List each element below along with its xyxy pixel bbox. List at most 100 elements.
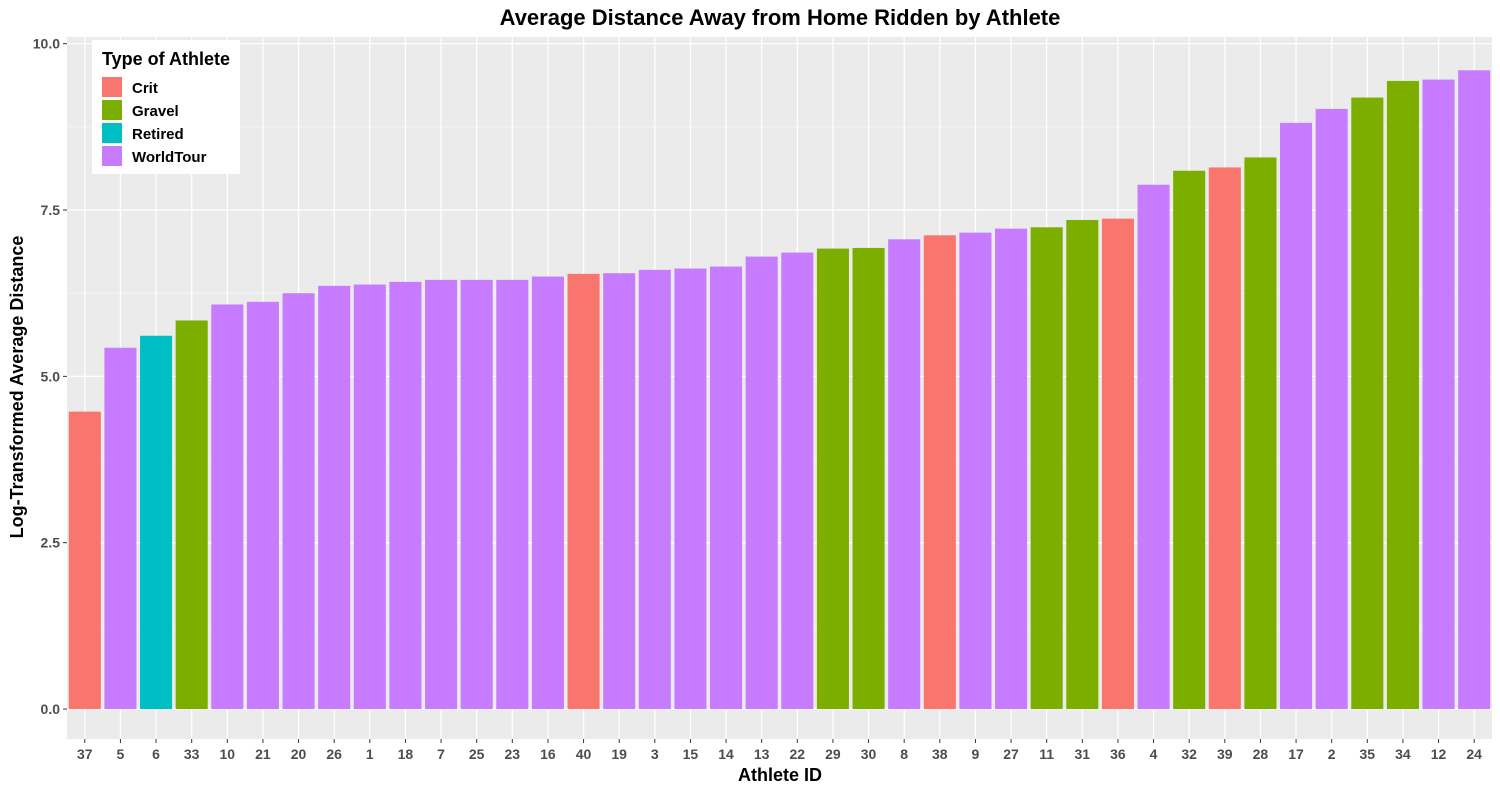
bar-athlete-36 [1101,218,1134,710]
bars [68,70,1491,710]
legend-label-crit: Crit [132,80,158,97]
bar-athlete-24 [1458,70,1491,710]
legend-key-crit [102,77,122,97]
bar-athlete-12 [1422,79,1455,710]
x-tick-label: 1 [366,746,374,762]
bar-athlete-27 [995,228,1028,710]
bar-athlete-13 [745,256,778,710]
x-tick-label: 39 [1217,746,1233,762]
x-tick-label: 32 [1181,746,1197,762]
x-tick-label: 7 [437,746,445,762]
bar-athlete-2 [1315,108,1348,710]
x-tick-label: 28 [1253,746,1269,762]
bar-athlete-38 [923,235,956,710]
x-tick-label: 5 [117,746,125,762]
x-tick-label: 8 [900,746,908,762]
bar-athlete-40 [567,273,600,710]
x-tick-label: 6 [152,746,160,762]
x-tick-label: 33 [184,746,200,762]
bar-athlete-1 [353,284,386,710]
x-tick-label: 31 [1075,746,1091,762]
bar-athlete-37 [68,411,101,710]
x-tick-label: 27 [1003,746,1019,762]
legend: Type of Athlete Crit Gravel Retired WorldTo… [92,40,240,174]
bar-athlete-21 [246,301,279,710]
x-tick-label: 34 [1395,746,1411,762]
x-tick-label: 3 [651,746,659,762]
x-tick-label: 2 [1328,746,1336,762]
bar-athlete-23 [496,279,529,710]
y-tick-label: 7.5 [41,202,61,218]
legend-key-retired [102,123,122,143]
bar-athlete-5 [104,347,137,710]
x-tick-label: 40 [576,746,592,762]
x-tick-label: 4 [1150,746,1158,762]
x-tick-label: 37 [77,746,93,762]
bar-athlete-10 [211,304,244,710]
legend-key-gravel [102,100,122,120]
bar-athlete-3 [638,269,671,710]
x-tick-label: 10 [220,746,236,762]
bar-athlete-28 [1244,157,1277,710]
x-tick-label: 15 [683,746,699,762]
bar-athlete-29 [816,248,849,710]
bar-athlete-22 [781,252,814,710]
x-tick-label: 22 [790,746,806,762]
bar-athlete-35 [1351,97,1384,710]
x-axis-title: Athlete ID [738,765,822,785]
x-axis: 37 5 6 33 10 21 20 26 1 18 7 25 23 16 40 19 3 15 14 13 22 29 3… [77,739,1482,762]
bar-athlete-33 [175,320,208,710]
x-tick-label: 23 [505,746,521,762]
legend-key-worldtour [102,146,122,166]
x-tick-label: 29 [825,746,841,762]
x-tick-label: 24 [1466,746,1482,762]
legend-label-retired: Retired [132,126,184,143]
x-tick-label: 35 [1360,746,1376,762]
bar-athlete-32 [1173,170,1206,710]
bar-athlete-14 [710,266,743,710]
x-tick-label: 36 [1110,746,1126,762]
x-tick-label: 18 [398,746,414,762]
x-tick-label: 25 [469,746,485,762]
x-tick-label: 38 [932,746,948,762]
bar-athlete-19 [603,273,636,710]
bar-athlete-4 [1137,184,1170,710]
bar-athlete-15 [674,268,707,710]
y-tick-label: 10.0 [33,36,60,52]
x-tick-label: 20 [291,746,307,762]
bar-athlete-7 [425,279,458,710]
chart-title: Average Distance Away from Home Ridden b… [500,5,1061,30]
bar-athlete-31 [1066,219,1099,710]
bar-athlete-30 [852,247,885,710]
plot-panel [67,37,1492,739]
x-tick-label: 11 [1039,746,1054,762]
bar-athlete-16 [531,276,564,710]
x-tick-label: 26 [326,746,342,762]
y-axis: 0.0 2.5 5.0 7.5 10.0 [33,36,67,717]
x-tick-label: 14 [718,746,734,762]
bar-athlete-8 [888,239,921,710]
bar-athlete-6 [140,335,173,710]
y-tick-label: 2.5 [41,535,61,551]
y-axis-title: Log-Transformed Average Distance [7,236,27,539]
x-tick-label: 13 [754,746,770,762]
bar-athlete-39 [1208,167,1241,710]
x-tick-label: 17 [1288,746,1304,762]
bar-athlete-17 [1280,122,1313,710]
legend-label-gravel: Gravel [132,103,179,120]
x-tick-label: 9 [972,746,980,762]
bar-athlete-25 [460,279,493,710]
y-tick-label: 5.0 [41,368,61,384]
legend-label-worldtour: WorldTour [132,149,207,166]
bar-athlete-20 [282,293,315,710]
bar-athlete-34 [1386,80,1419,710]
bar-athlete-11 [1030,227,1063,710]
x-tick-label: 21 [255,746,271,762]
y-tick-label: 0.0 [41,701,61,717]
x-tick-label: 19 [611,746,627,762]
x-tick-label: 12 [1431,746,1447,762]
x-tick-label: 30 [861,746,877,762]
bar-athlete-18 [389,281,422,710]
legend-title: Type of Athlete [102,49,230,69]
